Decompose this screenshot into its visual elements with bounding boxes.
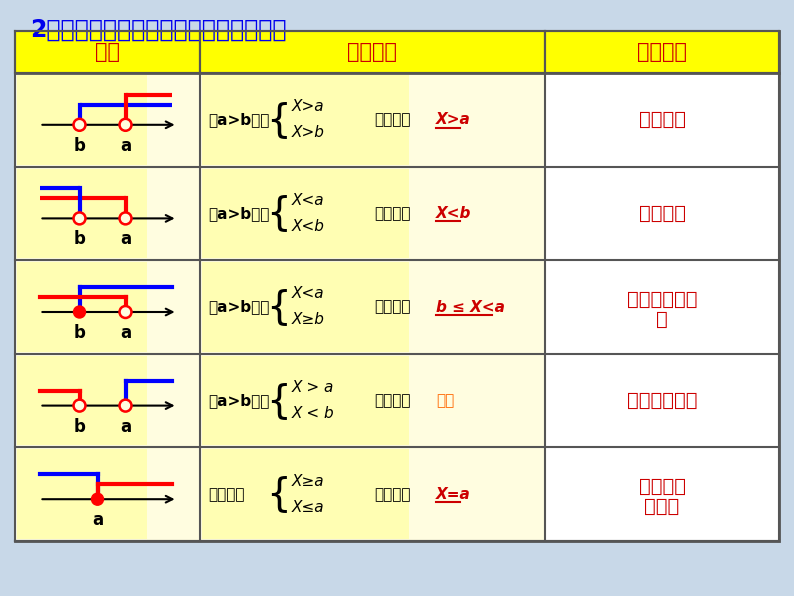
Text: 的解集是: 的解集是 <box>374 487 410 502</box>
Circle shape <box>75 121 83 129</box>
Bar <box>200 354 545 448</box>
Text: 数学语言: 数学语言 <box>348 42 398 62</box>
Bar <box>15 354 200 448</box>
Text: 当a>b时，: 当a>b时， <box>208 206 269 221</box>
Text: 2、一元一次不等式组的解集及记忆方法: 2、一元一次不等式组的解集及记忆方法 <box>30 18 287 42</box>
Text: X>b: X>b <box>292 125 325 140</box>
Bar <box>17 75 147 164</box>
Text: a: a <box>120 231 131 249</box>
Bar <box>202 169 409 258</box>
Circle shape <box>75 215 83 222</box>
Bar <box>17 356 147 445</box>
Text: a: a <box>120 418 131 436</box>
Text: {: { <box>266 101 291 139</box>
Text: X≥a: X≥a <box>292 474 325 489</box>
Text: X<a: X<a <box>292 287 325 302</box>
Text: 的解集是: 的解集是 <box>374 112 410 128</box>
Bar <box>202 356 409 445</box>
Text: {: { <box>266 475 291 513</box>
Text: 当a>b时，: 当a>b时， <box>208 300 269 315</box>
Text: 大大取大: 大大取大 <box>638 110 685 129</box>
Circle shape <box>91 493 103 505</box>
Text: 的解集是: 的解集是 <box>374 206 410 221</box>
Circle shape <box>74 306 86 318</box>
Text: b: b <box>74 137 86 155</box>
Bar <box>545 260 779 354</box>
Bar <box>17 262 147 352</box>
Text: 的解集是: 的解集是 <box>374 300 410 315</box>
Text: 图形: 图形 <box>95 42 120 62</box>
Text: 无解: 无解 <box>436 393 454 408</box>
Bar <box>15 31 779 541</box>
Text: X<b: X<b <box>436 206 472 221</box>
Text: b ≤ X<a: b ≤ X<a <box>436 300 505 315</box>
Text: {: { <box>266 194 291 232</box>
Circle shape <box>121 215 129 222</box>
Bar <box>15 260 200 354</box>
Text: X < b: X < b <box>292 406 334 421</box>
Text: 取等值: 取等值 <box>645 496 680 516</box>
Bar <box>17 449 147 539</box>
Circle shape <box>75 402 83 409</box>
Bar <box>545 448 779 541</box>
Bar <box>545 31 779 73</box>
Bar <box>200 167 545 260</box>
Bar <box>200 31 545 73</box>
Bar <box>202 262 409 352</box>
Bar <box>200 448 545 541</box>
Text: b: b <box>74 418 86 436</box>
Text: {: { <box>266 381 291 420</box>
Bar <box>545 354 779 448</box>
Text: b: b <box>74 231 86 249</box>
Circle shape <box>121 402 129 409</box>
Text: 间: 间 <box>656 309 668 328</box>
Text: 文字记忆: 文字记忆 <box>637 42 687 62</box>
Text: {: { <box>266 288 291 326</box>
Bar <box>545 167 779 260</box>
Text: X>a: X>a <box>292 100 325 114</box>
Bar <box>202 75 409 164</box>
Circle shape <box>121 121 129 129</box>
Text: b: b <box>74 324 86 342</box>
Bar <box>15 31 200 73</box>
Circle shape <box>121 308 129 316</box>
Bar <box>17 169 147 258</box>
Text: X≤a: X≤a <box>292 499 325 515</box>
Text: 大小小大取中: 大小小大取中 <box>626 290 697 309</box>
Text: 当a>b时，: 当a>b时， <box>208 393 269 408</box>
Text: X<b: X<b <box>292 219 325 234</box>
Text: 的解集是: 的解集是 <box>374 393 410 408</box>
Text: X > a: X > a <box>292 380 334 395</box>
Bar <box>200 260 545 354</box>
Text: 不等式组: 不等式组 <box>208 487 245 502</box>
Bar <box>200 73 545 167</box>
Text: a: a <box>92 511 103 529</box>
Text: 小小取小: 小小取小 <box>638 204 685 223</box>
Text: 大大小小无解: 大大小小无解 <box>626 391 697 410</box>
Text: X<a: X<a <box>292 193 325 208</box>
Bar <box>202 449 409 539</box>
Text: 大小等同: 大小等同 <box>638 477 685 496</box>
Bar <box>15 73 200 167</box>
Text: X=a: X=a <box>436 487 471 502</box>
Text: a: a <box>120 324 131 342</box>
Text: X>a: X>a <box>436 112 471 128</box>
Bar <box>15 167 200 260</box>
Bar <box>545 73 779 167</box>
Text: X≥b: X≥b <box>292 312 325 327</box>
Bar <box>15 448 200 541</box>
Text: 当a>b时，: 当a>b时， <box>208 112 269 128</box>
Text: a: a <box>120 137 131 155</box>
